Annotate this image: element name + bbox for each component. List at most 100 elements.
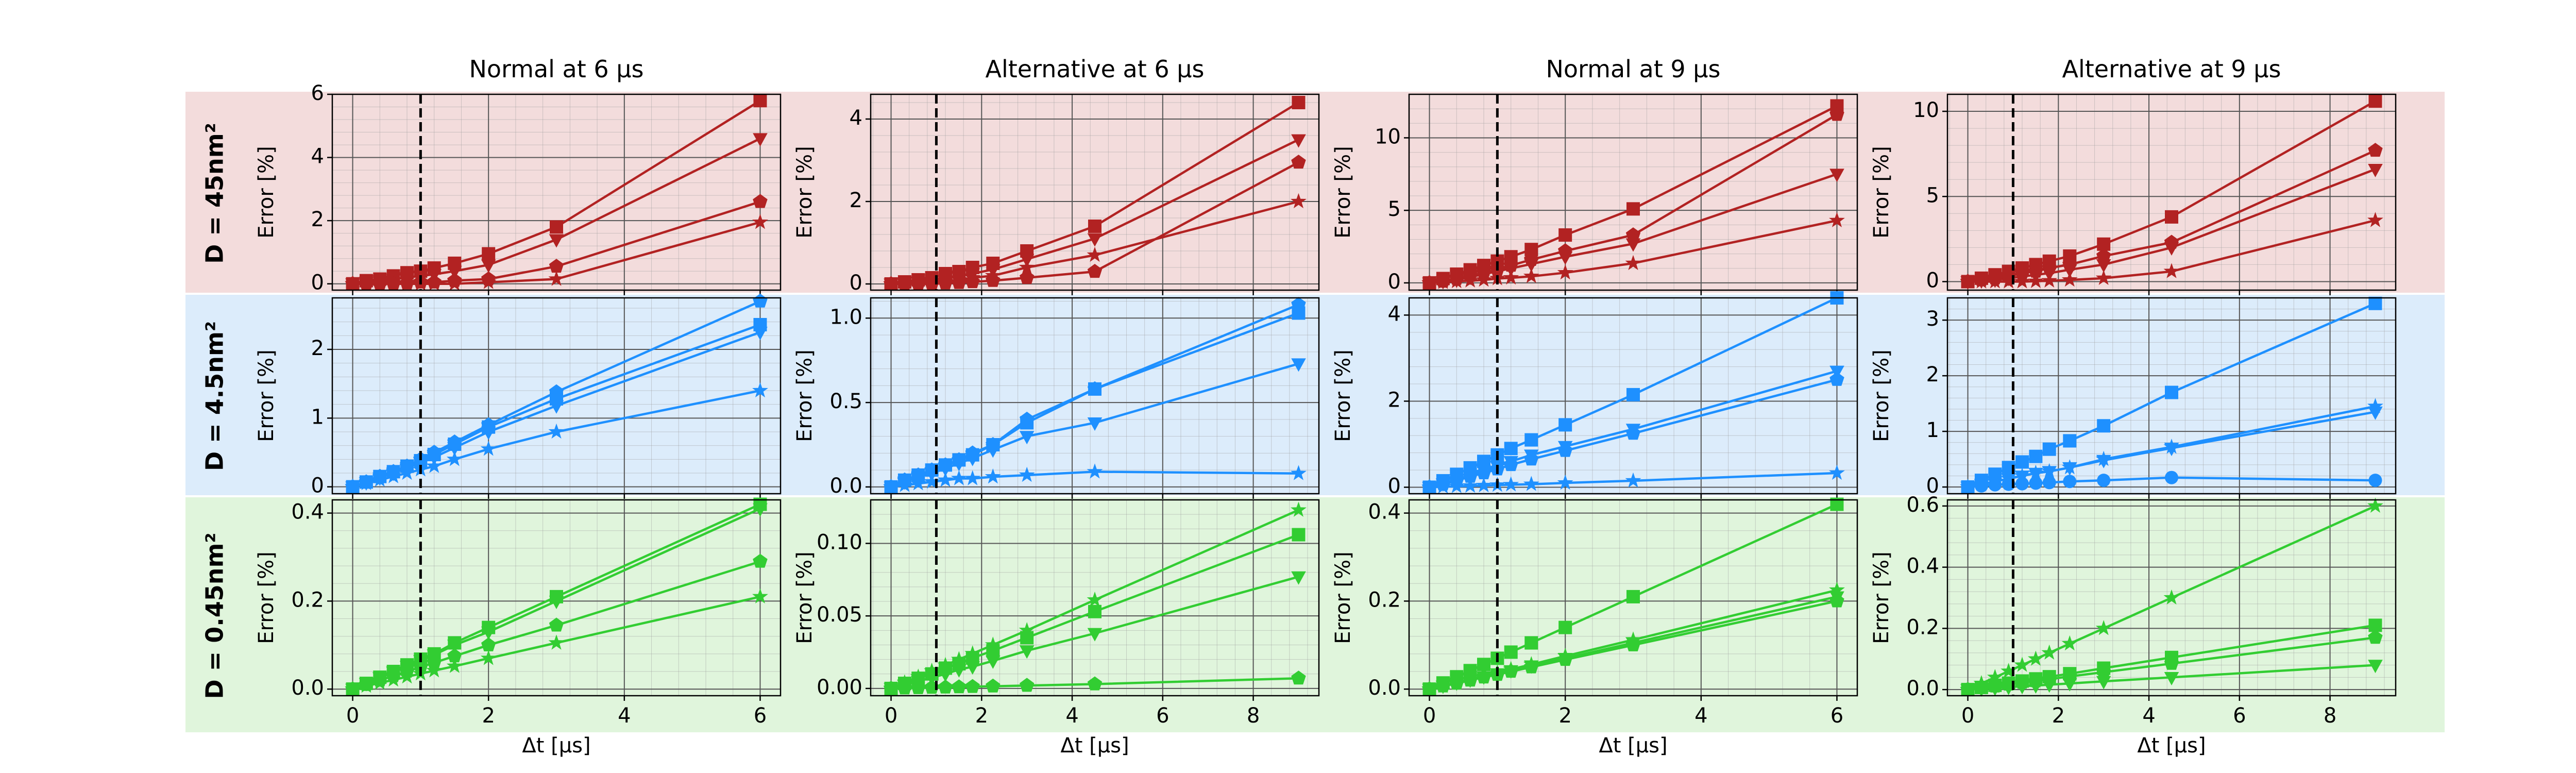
marker-pentagon [1524, 451, 1539, 466]
marker-star [1557, 264, 1573, 280]
marker-circle [2015, 477, 2029, 491]
marker-star [1019, 622, 1035, 637]
marker-pentagon [1625, 426, 1641, 440]
marker-star [1829, 581, 1845, 597]
y-tick-label: 1.0 [829, 305, 862, 329]
marker-star [1462, 477, 1479, 493]
marker-star [371, 472, 388, 487]
marker-square [2097, 419, 2111, 433]
y-tick-label: 0.4 [291, 500, 324, 524]
marker-star [1462, 272, 1479, 288]
marker-pentagon [1422, 681, 1437, 696]
marker-square [550, 220, 563, 234]
marker-square [1088, 382, 1101, 396]
marker-triangle [1087, 628, 1103, 642]
marker-triangle [2164, 672, 2179, 685]
marker-star [446, 658, 463, 673]
marker-star [752, 214, 768, 229]
marker-square [1504, 442, 1518, 456]
x-tick-label: 4 [1065, 704, 1078, 728]
marker-star [1476, 477, 1492, 493]
marker-square [1626, 590, 1640, 603]
y-axis-label: Error [%] [793, 551, 817, 644]
y-tick-label: 3 [1926, 307, 1939, 331]
marker-pentagon [1625, 227, 1641, 242]
y-tick-label: 0 [850, 271, 862, 295]
marker-star [385, 468, 402, 483]
marker-square [1020, 416, 1034, 430]
marker-star [1087, 463, 1103, 479]
marker-triangle [2368, 406, 2383, 420]
marker-star [385, 671, 402, 687]
subplot-r2-c0: 0.0 0.2 0.4 0 2 4 6 Error [%] Δt [μs] [255, 497, 782, 758]
marker-triangle [2164, 443, 2179, 457]
axes-frame [1408, 93, 1858, 291]
marker-star [1291, 193, 1307, 209]
y-tick-label: 0.00 [817, 676, 862, 699]
x-axis-label: Δt [μs] [1599, 734, 1667, 758]
marker-square [2029, 449, 2043, 463]
marker-star [371, 675, 388, 690]
y-tick-label: 5 [1926, 183, 1939, 207]
marker-triangle [1087, 233, 1103, 247]
axes-frame [1946, 93, 2397, 291]
marker-star [1448, 273, 1465, 289]
marker-star [1019, 466, 1035, 482]
subplot-r2-c3: 0.0 0.2 0.4 0.6 0 2 4 6 8 Error [%] Δt [μs] [1870, 493, 2397, 758]
subplot-r2-c2: 0.0 0.2 0.4 0 2 4 6 Error [%] Δt [μs] [1331, 497, 1858, 758]
x-tick-label: 8 [1247, 704, 1260, 728]
marker-star [1829, 212, 1845, 227]
x-axis-label: Δt [μs] [1060, 734, 1129, 758]
x-tick-label: 2 [2052, 704, 2065, 728]
marker-pentagon [1020, 270, 1035, 284]
marker-circle [1961, 480, 1975, 494]
marker-triangle [2014, 681, 2030, 695]
marker-square [482, 247, 496, 261]
marker-star [896, 275, 913, 291]
y-tick-label: 0 [311, 271, 324, 295]
marker-square [2063, 434, 2077, 448]
marker-star [1087, 246, 1103, 262]
y-tick-label: 0.05 [817, 603, 862, 627]
marker-star [426, 275, 443, 291]
marker-star [480, 650, 497, 665]
marker-pentagon [2368, 630, 2383, 644]
marker-square [2165, 385, 2178, 399]
x-tick-label: 6 [1156, 704, 1169, 728]
marker-star [883, 478, 899, 494]
marker-triangle [1291, 571, 1306, 585]
y-tick-label: 1 [1926, 418, 1939, 442]
x-tick-label: 0 [1961, 704, 1974, 728]
x-tick-label: 2 [975, 704, 988, 728]
marker-pentagon [1829, 107, 1844, 121]
y-tick-label: 0 [1388, 474, 1401, 498]
marker-pentagon [427, 655, 442, 669]
y-tick-label: 2 [311, 208, 324, 231]
x-tick-label: 8 [2324, 704, 2336, 728]
y-tick-label: 1 [311, 405, 324, 429]
marker-star [1435, 478, 1451, 494]
marker-star [426, 458, 443, 473]
marker-pentagon [2368, 143, 2383, 157]
marker-circle [2063, 475, 2077, 489]
y-tick-label: 0.6 [1906, 493, 1939, 517]
marker-pentagon [1291, 155, 1306, 169]
y-tick-label: 0.4 [1368, 500, 1401, 524]
marker-star [548, 271, 565, 286]
subplot-r1-c0: 0 1 2 Error [%] [255, 293, 782, 499]
subplot-r1-c2: 0 2 4 Error [%] [1331, 291, 1858, 499]
marker-star [1291, 465, 1307, 480]
axes-frame [1408, 499, 1858, 697]
marker-pentagon [753, 553, 768, 568]
marker-star [1973, 273, 1990, 289]
marker-triangle [1960, 684, 1975, 698]
marker-star [924, 473, 940, 489]
marker-star [2163, 589, 2180, 605]
y-axis-label: Error [%] [1331, 146, 1355, 238]
y-axis-label: Error [%] [255, 551, 278, 644]
marker-pentagon [1829, 372, 1844, 386]
subplot-r0-c3: 0 5 10 Error [%] [1870, 93, 2397, 295]
column-title-0: Normal at 6 μs [469, 55, 643, 83]
marker-triangle [986, 656, 1001, 669]
